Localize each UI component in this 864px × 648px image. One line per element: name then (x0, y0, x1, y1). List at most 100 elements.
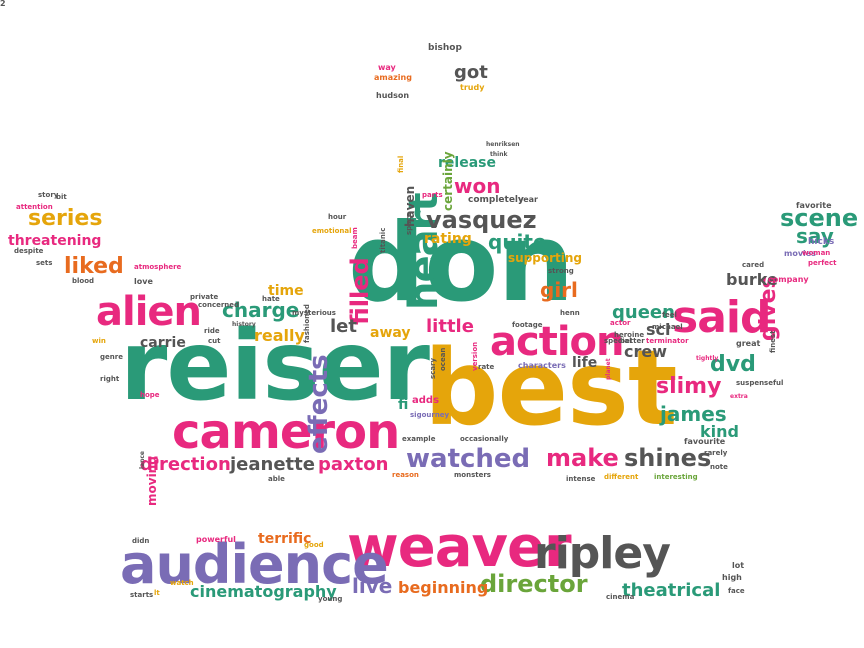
word-genre: genre (100, 353, 123, 361)
word-heroine: heroine (614, 331, 645, 339)
word-year: year (518, 195, 538, 204)
word-starts: starts (130, 591, 154, 599)
word-way: way (378, 63, 396, 72)
word-sets: sets (36, 259, 53, 267)
word-cared: cared (742, 261, 765, 269)
word-watch: watch (170, 579, 194, 587)
word-michael: michael (652, 323, 683, 331)
word-charge: charge (222, 298, 300, 322)
word-terminator: terminator (646, 337, 689, 345)
word-paxton: paxton (318, 454, 389, 475)
word-live: live (352, 574, 393, 598)
word-little: little (426, 316, 474, 337)
word-completely: completely (468, 195, 524, 205)
word-concerned: concerned (198, 301, 240, 309)
word-reason: reason (392, 471, 419, 479)
word-really: really (254, 326, 305, 345)
word-despite: despite (14, 247, 44, 255)
word-make: make (546, 444, 619, 472)
word-supporting: supporting (508, 251, 583, 265)
word-blood: blood (72, 277, 95, 285)
word-said: said (672, 292, 771, 343)
word-strong: strong (548, 267, 574, 275)
word-bishop: bishop (428, 43, 462, 53)
word-rating: rating (424, 231, 472, 247)
word-emotional: emotional (312, 227, 352, 235)
word-action: action (490, 319, 624, 365)
word-suspenseful: suspenseful (736, 379, 784, 387)
word-let: let (330, 316, 357, 337)
word-cinema: cinema (606, 593, 635, 601)
word-finest: finest (769, 330, 777, 354)
word-titanic: titanic (379, 227, 387, 253)
word-direction: direction (140, 454, 231, 475)
word-think: think (490, 151, 508, 158)
word-vasquez: vasquez (426, 206, 537, 234)
word-favourite: favourite (684, 437, 726, 446)
word-burke: burke (726, 270, 778, 289)
word-lt: lt (154, 589, 160, 597)
word-away: away (370, 325, 411, 341)
word-hate: hate (262, 295, 280, 303)
word-cameron: cameron (172, 404, 400, 460)
word-win: win (92, 337, 106, 345)
word-didn: didn (132, 537, 150, 545)
word-lot: lot (732, 561, 745, 570)
word-love: love (134, 277, 153, 286)
word-moving: moving (145, 455, 159, 506)
word-cut: cut (208, 337, 221, 345)
word-movies: movies (784, 249, 816, 258)
word-henriksen: henriksen (486, 141, 520, 148)
word-history: history (232, 321, 256, 328)
word-intense: intense (566, 475, 596, 483)
word-shines: shines (624, 444, 712, 472)
word-favorite: favorite (796, 201, 832, 210)
word-powerful: powerful (196, 535, 236, 544)
word-adds: adds (412, 395, 440, 406)
word-tightly: tightly (696, 355, 719, 362)
word-occasionally: occasionally (460, 435, 509, 443)
word-atmosphere: atmosphere (134, 263, 182, 271)
word-trudy: trudy (460, 83, 485, 92)
word-series: series (28, 206, 103, 231)
word-face: face (728, 587, 745, 595)
word-weaver: weaver (347, 515, 572, 580)
word-say: say (796, 224, 834, 248)
word-different: different (604, 473, 639, 481)
word-perfect: perfect (808, 259, 837, 267)
word-space: space (405, 212, 413, 236)
word-kind: kind (700, 422, 739, 441)
word-note: note (710, 463, 728, 471)
word-scary: scary (429, 358, 437, 380)
word-attention: attention (16, 203, 53, 211)
word-james: james (660, 402, 727, 426)
word-version: version (471, 341, 479, 371)
word-able: able (268, 475, 285, 483)
word-story: story (38, 191, 59, 199)
word-theatrical: theatrical (622, 580, 721, 601)
word-sci: sci (646, 320, 671, 339)
word-ocean: ocean (439, 347, 447, 372)
word-certainly: certainly (441, 151, 455, 212)
word-slimy: slimy (656, 374, 722, 399)
word-hicks: hicks (808, 237, 835, 247)
word-got: got (454, 62, 488, 83)
word-2: 2 (0, 0, 6, 8)
word-cinematography: cinematography (190, 582, 337, 601)
word-queen: queen (612, 302, 675, 323)
word-reiser: reiser (120, 310, 430, 422)
word-fi: fi (398, 397, 409, 413)
word-characters: characters (518, 361, 566, 370)
word-quite: quite (488, 230, 547, 254)
word-better: better (620, 337, 645, 345)
word-rarely: rarely (704, 449, 728, 457)
word-planet: planet (605, 358, 612, 380)
word-mysterious: mysterious (292, 309, 336, 317)
word-company: company (768, 275, 809, 284)
word-actor: actor (610, 319, 631, 327)
word-high: high (722, 573, 742, 582)
word-effects: effects (304, 354, 334, 455)
word-hour: hour (328, 213, 347, 221)
word-feel: feel (662, 311, 677, 319)
